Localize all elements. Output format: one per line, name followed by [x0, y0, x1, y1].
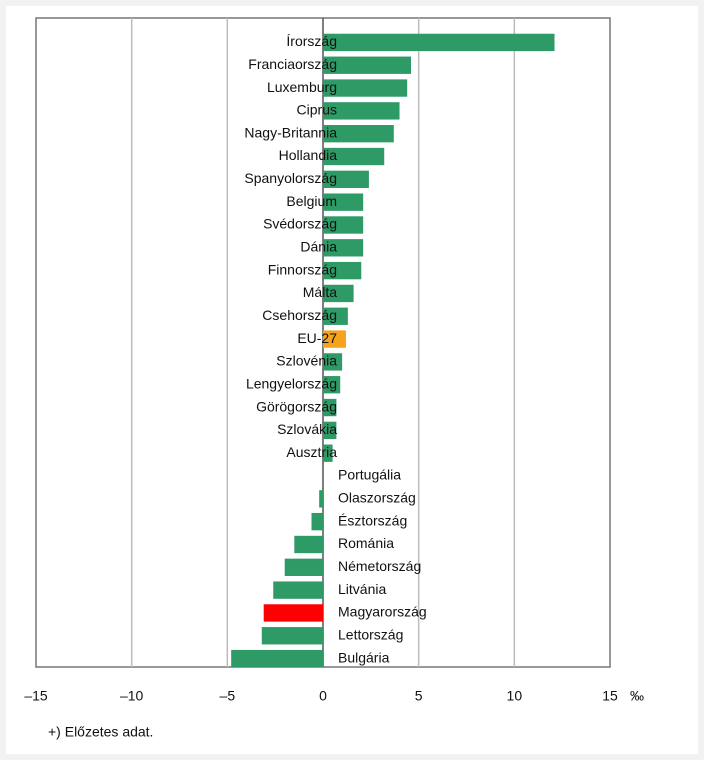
x-tick-label: –10: [120, 688, 144, 704]
bar: [311, 512, 323, 531]
category-label: Ausztria: [286, 444, 337, 460]
category-label: Hollandia: [279, 147, 338, 163]
bar: [323, 79, 408, 97]
x-tick-label: –15: [24, 688, 48, 704]
category-label: EU-27: [297, 330, 337, 346]
bar: [323, 102, 400, 120]
bar: [261, 627, 323, 645]
bar: [323, 239, 364, 257]
x-tick-label: 0: [319, 688, 327, 704]
bar: [323, 147, 385, 166]
category-label: Írország: [286, 33, 337, 49]
x-tick-label: –5: [220, 688, 236, 704]
footnote: +) Előzetes adat.: [48, 724, 153, 740]
category-label: Csehország: [262, 307, 337, 323]
bar: [294, 535, 323, 554]
category-label: Litvánia: [338, 581, 386, 597]
category-label: Görögország: [256, 398, 337, 414]
bar: [284, 558, 323, 576]
bar: [323, 193, 364, 211]
category-label: Finnország: [268, 261, 337, 277]
bar: [323, 421, 337, 440]
bar: [323, 398, 337, 417]
category-label: Lengyelország: [246, 375, 337, 391]
bar: [323, 284, 354, 303]
x-tick-label: 15: [602, 688, 618, 704]
bar: [273, 581, 323, 599]
bar: [323, 353, 343, 371]
category-label: Spanyolország: [244, 170, 337, 186]
category-label: Németország: [338, 558, 421, 574]
bar: [323, 330, 346, 348]
category-label: Románia: [338, 535, 394, 551]
category-label: Belgium: [286, 193, 337, 209]
x-tick-label: 5: [415, 688, 423, 704]
category-label: Ciprus: [297, 102, 337, 118]
category-label: Málta: [303, 284, 337, 300]
bar: [323, 216, 364, 234]
bar: [323, 261, 362, 280]
bar: [323, 56, 412, 74]
category-label: Luxemburg: [267, 79, 337, 95]
category-label: Nagy-Britannia: [244, 124, 337, 140]
bar: [323, 376, 341, 394]
x-tick-label: 10: [507, 688, 523, 704]
bar: [323, 125, 394, 143]
bar: [323, 33, 555, 52]
bar: [319, 490, 323, 508]
bar: [323, 170, 369, 189]
category-label: Portugália: [338, 467, 401, 483]
category-label: Bulgária: [338, 649, 390, 665]
category-label: Észtország: [338, 512, 407, 528]
category-label: Svédország: [263, 216, 337, 232]
bar: [323, 444, 333, 462]
category-label: Szlovákia: [277, 421, 337, 437]
category-label: Franciaország: [248, 56, 337, 72]
bar: [323, 307, 348, 325]
category-label: Dánia: [300, 239, 337, 255]
category-label: Olaszország: [338, 490, 416, 506]
category-label: Magyarország: [338, 604, 427, 620]
category-label: Szlovénia: [276, 353, 337, 369]
x-unit: ‰: [630, 688, 644, 704]
bar: [263, 604, 323, 622]
bar: [231, 649, 323, 668]
category-label: Lettország: [338, 626, 403, 642]
